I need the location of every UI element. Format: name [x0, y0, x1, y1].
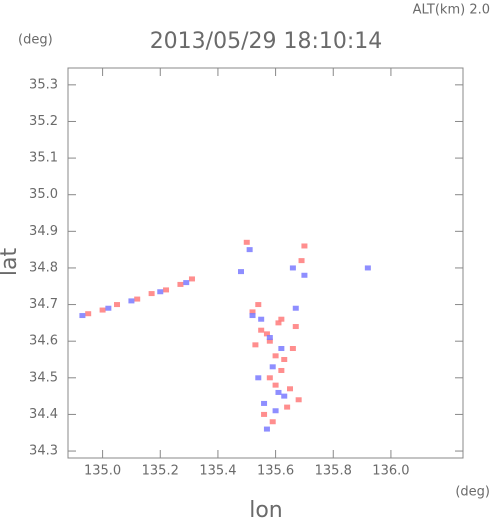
echo-point — [177, 281, 184, 287]
echo-point — [287, 386, 294, 392]
y-tick-label: 35.2 — [29, 114, 58, 129]
echo-point — [85, 311, 92, 317]
echo-point — [269, 364, 276, 370]
chart-title: 2013/05/29 18:10:14 — [150, 29, 383, 54]
x-tick-label: 136.0 — [372, 464, 409, 479]
echo-point — [261, 411, 268, 417]
echo-point — [258, 327, 265, 333]
echo-point — [289, 265, 296, 271]
echo-point — [301, 243, 308, 249]
echo-point — [272, 408, 279, 414]
echo-point — [243, 239, 250, 245]
echo-point — [246, 247, 253, 253]
echo-point — [258, 316, 265, 322]
echo-point — [272, 382, 279, 388]
y-tick-label: 34.9 — [29, 224, 58, 239]
y-tick-label: 35.3 — [29, 77, 58, 92]
echo-point — [183, 280, 190, 286]
echo-point — [266, 335, 273, 341]
echo-point — [266, 338, 273, 344]
echo-point — [278, 316, 285, 322]
x-unit: (deg) — [455, 485, 490, 500]
x-tick-label: 135.4 — [199, 464, 236, 479]
x-tick-label: 135.6 — [257, 464, 294, 479]
echo-point — [128, 298, 135, 304]
echo-point — [266, 375, 273, 381]
echo-point — [281, 393, 288, 399]
y-axis-label: lat — [0, 248, 22, 277]
echo-point — [157, 289, 164, 295]
plot-frame — [67, 67, 464, 459]
echo-point — [289, 346, 296, 352]
y-tick-label: 34.4 — [29, 407, 58, 422]
y-tick-label: 34.3 — [29, 444, 58, 459]
echo-point — [255, 375, 262, 381]
echo-point — [249, 313, 256, 319]
echo-point — [292, 324, 299, 330]
echo-point — [298, 258, 305, 264]
x-tick-label: 135.2 — [142, 464, 179, 479]
echo-point — [188, 276, 195, 282]
echo-point — [292, 305, 299, 311]
echo-point — [79, 313, 86, 319]
echo-point — [263, 331, 270, 337]
echo-point — [252, 342, 259, 348]
y-tick-label: 35.0 — [29, 187, 58, 202]
altitude-label: ALT(km) 2.0 — [413, 3, 490, 18]
echo-point — [301, 272, 308, 278]
echo-point — [275, 389, 282, 395]
echo-point — [278, 367, 285, 373]
x-tick-label: 135.0 — [84, 464, 121, 479]
y-tick-label: 34.7 — [29, 297, 58, 312]
y-tick-label: 35.1 — [29, 151, 58, 166]
y-tick-label: 34.6 — [29, 334, 58, 349]
echo-point — [272, 353, 279, 359]
y-tick-label: 34.5 — [29, 370, 58, 385]
echo-point — [163, 287, 170, 293]
echo-point — [249, 309, 256, 315]
x-tick-label: 135.8 — [315, 464, 352, 479]
y-tick-label: 34.8 — [29, 260, 58, 275]
echo-point — [269, 419, 276, 425]
echo-point — [275, 320, 282, 326]
echo-point — [237, 269, 244, 275]
echo-point — [114, 302, 121, 308]
x-axis-label: lon — [249, 498, 283, 521]
echo-point — [281, 356, 288, 362]
echo-point — [295, 397, 302, 403]
echo-point — [263, 426, 270, 432]
echo-point — [99, 307, 106, 313]
echo-point — [284, 404, 291, 410]
echo-point — [261, 400, 268, 406]
echo-point — [364, 265, 371, 271]
y-unit: (deg) — [18, 33, 53, 48]
echo-point — [105, 305, 112, 311]
echo-point — [134, 296, 141, 302]
echo-point — [278, 346, 285, 352]
echo-point — [148, 291, 155, 297]
echo-point — [255, 302, 262, 308]
